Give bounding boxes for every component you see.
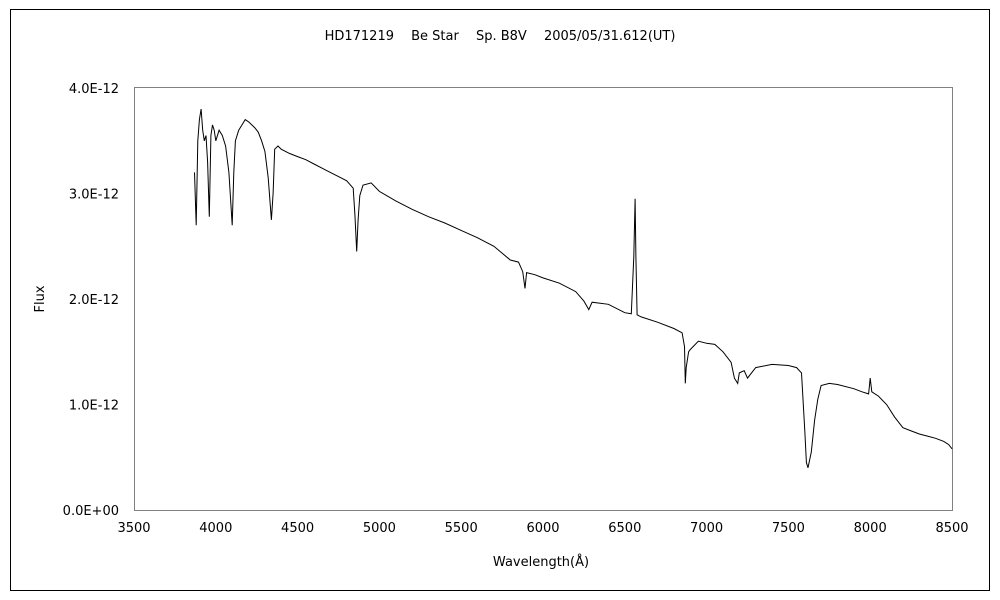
y-axis-label: Flux [33, 285, 48, 312]
outer-border [10, 9, 990, 591]
x-tick-label: 4500 [281, 521, 314, 536]
x-tick-label: 5500 [445, 521, 478, 536]
y-axis-ticks: 0.0E+00 1.0E-12 2.0E-12 3.0E-12 4.0E-12 [63, 82, 119, 519]
y-tick-label: 2.0E-12 [69, 293, 119, 308]
x-tick-label: 8500 [935, 521, 968, 536]
x-tick-label: 6500 [608, 521, 641, 536]
plot-area [134, 87, 953, 511]
y-tick-label: 1.0E-12 [69, 399, 119, 414]
x-axis-label: Wavelength(Å) [493, 554, 589, 570]
x-tick-label: 6000 [526, 521, 559, 536]
x-tick-label: 8000 [854, 521, 887, 536]
spectrum-line [194, 109, 953, 468]
y-tick-label: 3.0E-12 [69, 188, 119, 203]
x-tick-label: 7500 [772, 521, 805, 536]
x-tick-label: 7000 [690, 521, 723, 536]
x-tick-label: 4000 [199, 521, 232, 536]
x-tick-label: 5000 [363, 521, 396, 536]
y-tick-label: 0.0E+00 [63, 504, 119, 519]
y-tick-label: 4.0E-12 [69, 82, 119, 97]
x-tick-label: 3500 [117, 521, 150, 536]
chart-title: HD171219 Be Star Sp. B8V 2005/05/31.612(… [325, 29, 676, 44]
x-axis-ticks: 3500 4000 4500 5000 5500 6000 6500 7000 7500 8000… [117, 521, 968, 536]
